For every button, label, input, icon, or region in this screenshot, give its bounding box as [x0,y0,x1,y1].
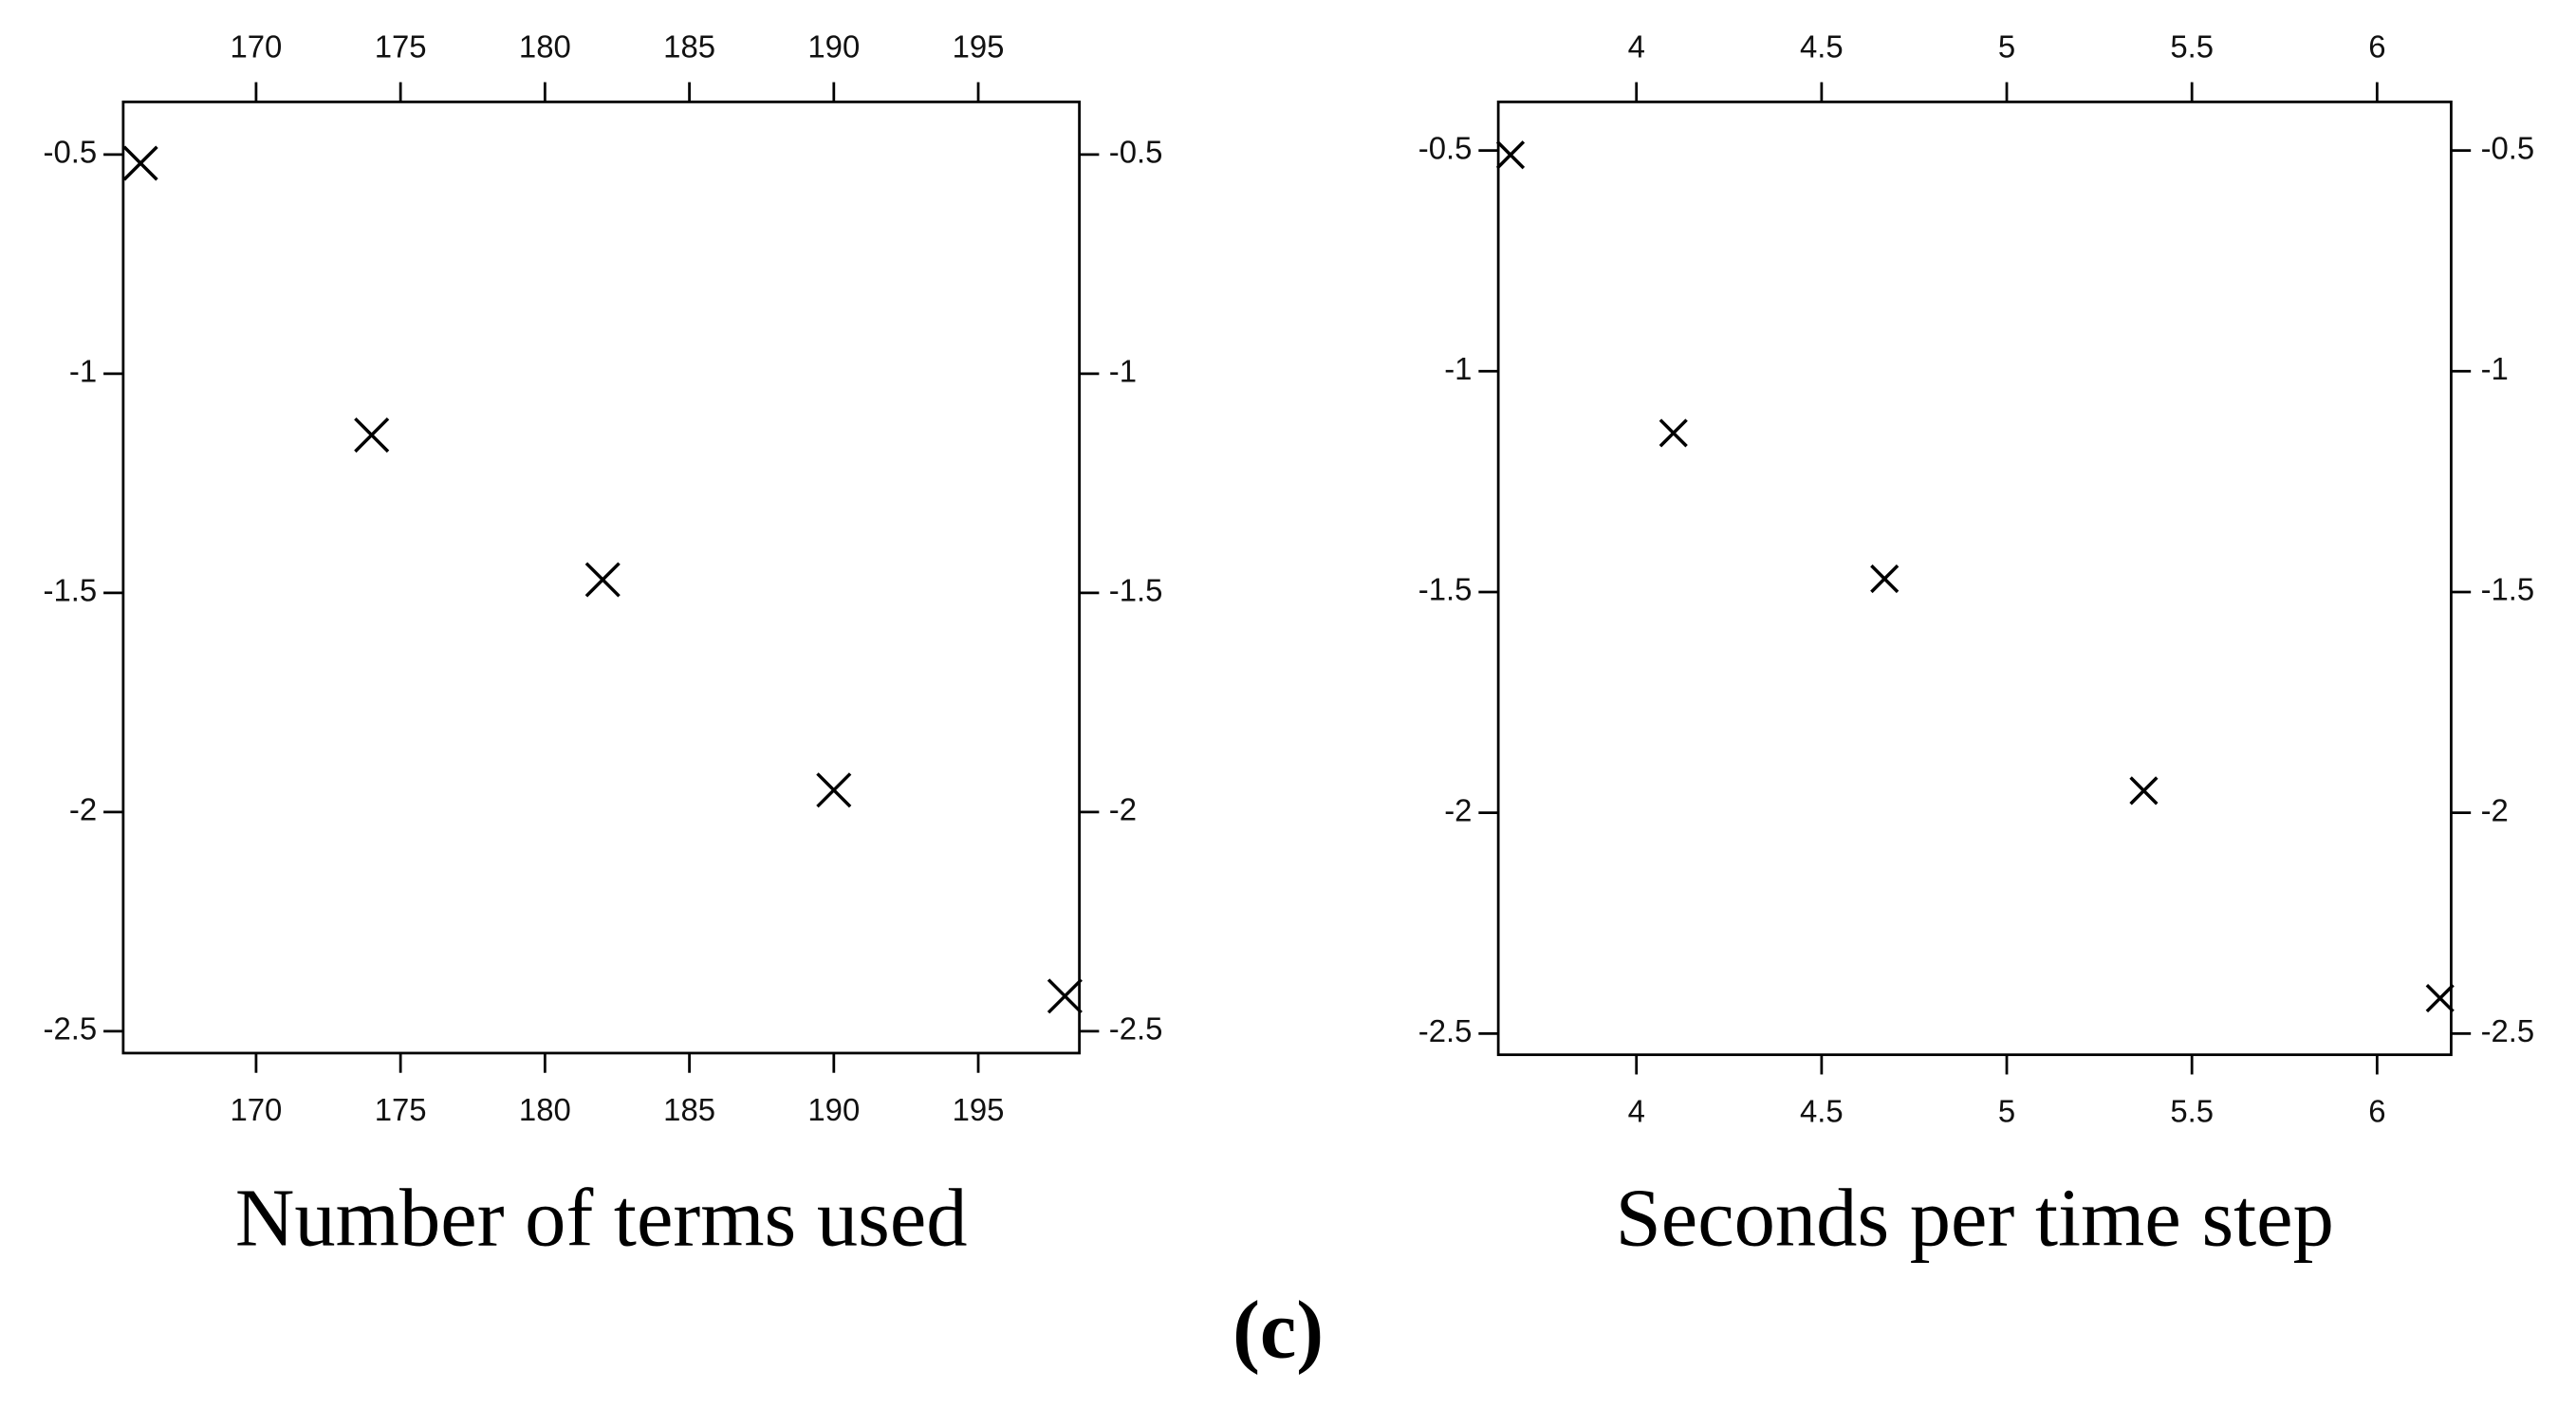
y-tick-label: -2.5 [1418,1013,1473,1048]
x-tick-label: 185 [663,29,715,65]
plot-frame [121,101,1081,1055]
y-tick-label: -0.5 [1109,135,1163,170]
x-tick-label: 170 [230,1092,282,1127]
point [1495,140,1526,170]
x-tick-label: 6 [2368,29,2385,65]
x-tick-label: 5.5 [2170,29,2214,65]
x-tick-label: 5 [1998,29,2015,65]
x-tick-label: 195 [953,29,1005,65]
point [2425,984,2455,1013]
y-tick-label: -0.5 [2481,130,2535,165]
point [2129,776,2159,806]
x-tick-label: 4.5 [1800,29,1844,65]
y-tick-label: -2.5 [2481,1013,2535,1048]
x-tick-label: 5 [1998,1094,2015,1129]
x-axis-label: Number of terms used [235,1173,968,1264]
plot-frame [1496,101,2453,1057]
y-tick-label: -2 [1109,792,1137,827]
y-tick-label: -2 [69,792,97,827]
point [584,562,621,598]
y-tick-label: -0.5 [44,135,98,170]
y-tick-label: -1 [2481,351,2509,386]
x-tick-label: 4.5 [1800,1094,1844,1129]
x-tick-label: 180 [519,1092,571,1127]
x-tick-label: 190 [807,29,860,65]
x-tick-label: 175 [375,29,427,65]
x-axis-label: Seconds per time step [1616,1173,2334,1264]
x-tick-label: 195 [953,1092,1005,1127]
x-tick-label: 6 [2368,1094,2385,1129]
point [1047,978,1083,1014]
x-tick-label: 5.5 [2170,1094,2214,1129]
x-tick-label: 175 [375,1092,427,1127]
x-tick-label: 4 [1628,29,1645,65]
y-tick-label: -1.5 [1109,573,1163,608]
y-tick-label: -1 [69,354,97,389]
y-tick-label: -2 [2481,792,2509,827]
y-tick-label: -1.5 [1418,572,1473,607]
point [1870,564,1900,594]
y-tick-label: -2.5 [1109,1011,1163,1047]
y-tick-label: -2.5 [44,1011,98,1047]
x-tick-label: 170 [230,29,282,65]
y-tick-label: -1.5 [44,573,98,608]
caption: (c) [1232,1284,1324,1375]
x-tick-label: 190 [807,1092,860,1127]
point [354,417,390,454]
point [122,145,158,181]
x-tick-label: 185 [663,1092,715,1127]
y-tick-label: -2 [1444,792,1472,827]
x-tick-label: 180 [519,29,571,65]
x-tick-label: 4 [1628,1094,1645,1129]
point [1659,418,1688,448]
y-tick-label: -1.5 [2481,572,2535,607]
point [816,772,852,808]
y-tick-label: -0.5 [1418,130,1473,165]
y-tick-label: -1 [1109,354,1137,389]
y-tick-label: -1 [1444,351,1472,386]
